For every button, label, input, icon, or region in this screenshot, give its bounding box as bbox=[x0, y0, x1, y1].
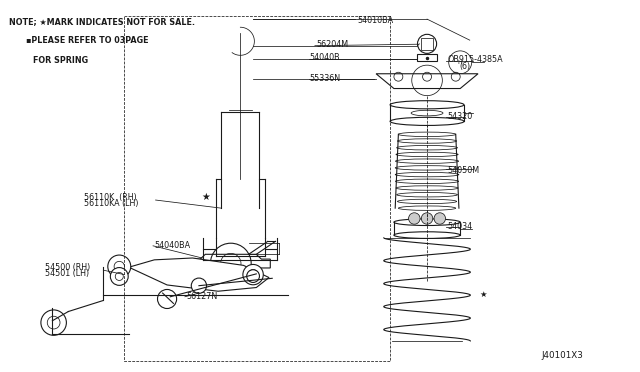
Polygon shape bbox=[191, 254, 270, 274]
Circle shape bbox=[243, 264, 263, 285]
Circle shape bbox=[110, 267, 128, 285]
Text: 54034: 54034 bbox=[447, 222, 472, 231]
Text: 56110KA (LH): 56110KA (LH) bbox=[84, 199, 139, 208]
Circle shape bbox=[108, 255, 131, 278]
Text: 56127N: 56127N bbox=[186, 292, 218, 301]
Text: FOR SPRING: FOR SPRING bbox=[33, 56, 88, 65]
Text: H: H bbox=[458, 60, 463, 65]
Text: 54040B: 54040B bbox=[310, 53, 340, 62]
Polygon shape bbox=[129, 258, 269, 291]
Circle shape bbox=[408, 213, 420, 224]
Text: 54501 (LH): 54501 (LH) bbox=[45, 269, 89, 278]
Text: ★: ★ bbox=[201, 192, 210, 202]
Circle shape bbox=[421, 213, 433, 224]
Text: 54010BA: 54010BA bbox=[357, 16, 393, 25]
Text: 54050M: 54050M bbox=[447, 166, 479, 175]
Text: 55336N: 55336N bbox=[310, 74, 341, 83]
Ellipse shape bbox=[394, 232, 460, 238]
Text: J40101X3: J40101X3 bbox=[541, 350, 584, 360]
Text: 54040BA: 54040BA bbox=[154, 241, 191, 250]
Circle shape bbox=[246, 270, 259, 282]
Text: 54320: 54320 bbox=[447, 112, 473, 121]
Text: (6): (6) bbox=[459, 61, 470, 71]
Bar bbox=[417, 54, 436, 61]
Circle shape bbox=[191, 278, 207, 293]
Text: 54500 (RH): 54500 (RH) bbox=[45, 263, 90, 272]
Circle shape bbox=[41, 310, 67, 335]
Polygon shape bbox=[376, 74, 478, 89]
Circle shape bbox=[434, 213, 445, 224]
Circle shape bbox=[157, 289, 177, 308]
Bar bbox=[421, 38, 433, 49]
Text: 56110K  (RH): 56110K (RH) bbox=[84, 193, 137, 202]
Text: ★: ★ bbox=[480, 290, 488, 299]
Ellipse shape bbox=[390, 117, 464, 125]
Text: ▪PLEASE REFER TO 03PAGE: ▪PLEASE REFER TO 03PAGE bbox=[26, 36, 148, 45]
Text: NOTE; ★MARK INDICATES NOT FOR SALE.: NOTE; ★MARK INDICATES NOT FOR SALE. bbox=[9, 17, 195, 26]
Text: 56204M: 56204M bbox=[316, 41, 348, 49]
Text: OB915-4385A: OB915-4385A bbox=[447, 55, 503, 64]
